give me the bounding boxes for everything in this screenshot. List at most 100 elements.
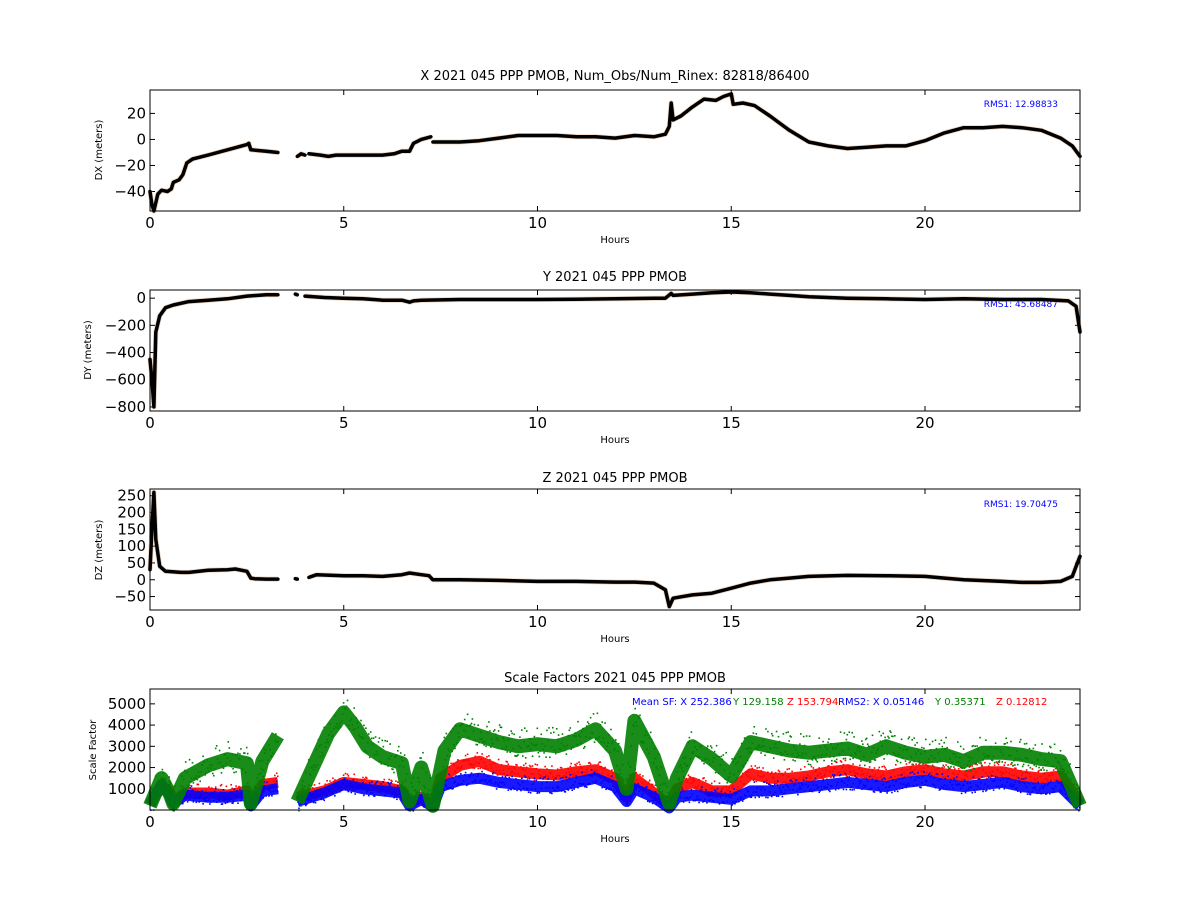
scale-factor-point (799, 785, 801, 788)
scale-factor-point (224, 802, 227, 805)
scale-factor-point (733, 788, 735, 790)
scale-factor-point (501, 772, 504, 775)
scale-factor-point (1035, 788, 1037, 791)
scale-factor-point (727, 789, 729, 791)
scale-factor-point (679, 764, 682, 766)
scale-factor-point (311, 787, 314, 789)
scale-factor-point (206, 759, 208, 761)
scale-factor-point (466, 713, 469, 716)
scale-factor-point (311, 765, 314, 768)
scale-factor-point (213, 790, 216, 793)
scale-factor-point (895, 780, 897, 783)
scale-factor-point (1044, 759, 1046, 761)
scale-factor-point (1000, 774, 1003, 776)
scale-factor-point (811, 790, 814, 793)
scale-factor-point (473, 767, 476, 769)
scale-factor-point (445, 785, 448, 787)
scale-factor-point (186, 801, 189, 803)
scale-factor-point (936, 768, 939, 770)
scale-factor-point (484, 768, 486, 770)
scale-factor-point (643, 788, 645, 791)
scale-factor-point (974, 763, 976, 765)
scale-factor-point (313, 784, 316, 786)
scale-factor-point (864, 777, 866, 779)
scale-factor-point (898, 747, 901, 749)
scale-factor-point (1030, 780, 1033, 783)
scale-factor-point (705, 757, 707, 760)
scale-factor-point (751, 794, 754, 797)
scale-factor-point (648, 801, 651, 803)
scale-factor-point (218, 796, 221, 798)
scale-factor-point (490, 779, 492, 781)
scale-factor-point (1007, 777, 1009, 780)
scale-factor-x-tick-label: 20 (915, 813, 934, 831)
scale-factor-point (771, 795, 773, 798)
scale-factor-point (329, 784, 331, 787)
scale-factor-point (531, 755, 534, 757)
scale-factor-point (636, 725, 638, 727)
scale-factor-point (590, 731, 593, 734)
scale-factor-point (887, 790, 889, 792)
scale-factor-point (609, 788, 611, 790)
scale-factor-point (848, 776, 851, 778)
scale-factor-point (570, 748, 572, 750)
scale-factor-point (441, 770, 444, 773)
dz-panel: Z 2021 045 PPP PMOB Hours DZ (meters) RM… (94, 471, 1083, 645)
scale-factor-point (885, 786, 887, 789)
scale-factor-point (1013, 759, 1015, 762)
scale-factor-point (504, 748, 507, 751)
scale-factor-point (906, 769, 909, 771)
scale-factor-point (301, 784, 303, 787)
scale-factor-point (819, 746, 821, 748)
scale-factor-point (298, 809, 300, 812)
scale-factor-point (538, 755, 541, 758)
scale-factor-point (957, 783, 960, 785)
scale-factor-point (825, 769, 827, 772)
scale-factor-point (858, 747, 860, 749)
scale-factor-point (488, 780, 490, 782)
scale-factor-point (459, 724, 461, 727)
scale-factor-point (453, 744, 455, 746)
scale-factor-point (820, 776, 822, 778)
scale-factor-point (783, 759, 786, 761)
scale-factor-point (844, 773, 847, 775)
scale-factor-point (689, 776, 692, 778)
scale-factor-point (569, 727, 572, 729)
scale-factor-point (189, 781, 192, 783)
scale-factor-point (246, 752, 249, 755)
scale-factor-point (714, 790, 717, 792)
scale-factor-point (651, 741, 654, 744)
scale-factor-point (597, 763, 600, 765)
scale-factor-point (885, 768, 887, 771)
scale-factor-point (849, 758, 851, 761)
scale-factor-point (989, 777, 992, 780)
scale-factor-point (900, 774, 903, 776)
scale-factor-point (481, 770, 483, 773)
scale-factor-point (967, 756, 970, 758)
scale-factor-point (384, 739, 386, 742)
scale-factor-point (640, 740, 642, 743)
scale-factor-point (874, 759, 877, 761)
scale-factor-point (917, 771, 919, 774)
scale-factor-point (694, 786, 696, 788)
scale-factor-point (751, 767, 754, 770)
scale-factor-point (881, 765, 883, 768)
scale-factor-x-tick-label: 5 (339, 813, 349, 831)
scale-factor-point (791, 753, 793, 756)
scale-factor-point (930, 755, 933, 757)
dz-rms-annotation: RMS1: 19.70475 (984, 500, 1058, 510)
dz-y-tick-label: 0 (136, 571, 146, 589)
scale-factor-point (297, 794, 299, 797)
scale-factor-point (682, 801, 685, 803)
scale-factor-point (334, 714, 336, 717)
scale-factor-point (843, 782, 846, 784)
scale-factor-point (397, 750, 399, 752)
scale-factor-point (960, 778, 963, 780)
scale-factor-point (1031, 790, 1034, 793)
scale-factor-point (967, 770, 970, 772)
scale-factor-point (609, 775, 611, 778)
scale-factor-point (572, 775, 574, 777)
scale-factor-point (520, 746, 522, 749)
scale-factor-point (1019, 781, 1021, 784)
